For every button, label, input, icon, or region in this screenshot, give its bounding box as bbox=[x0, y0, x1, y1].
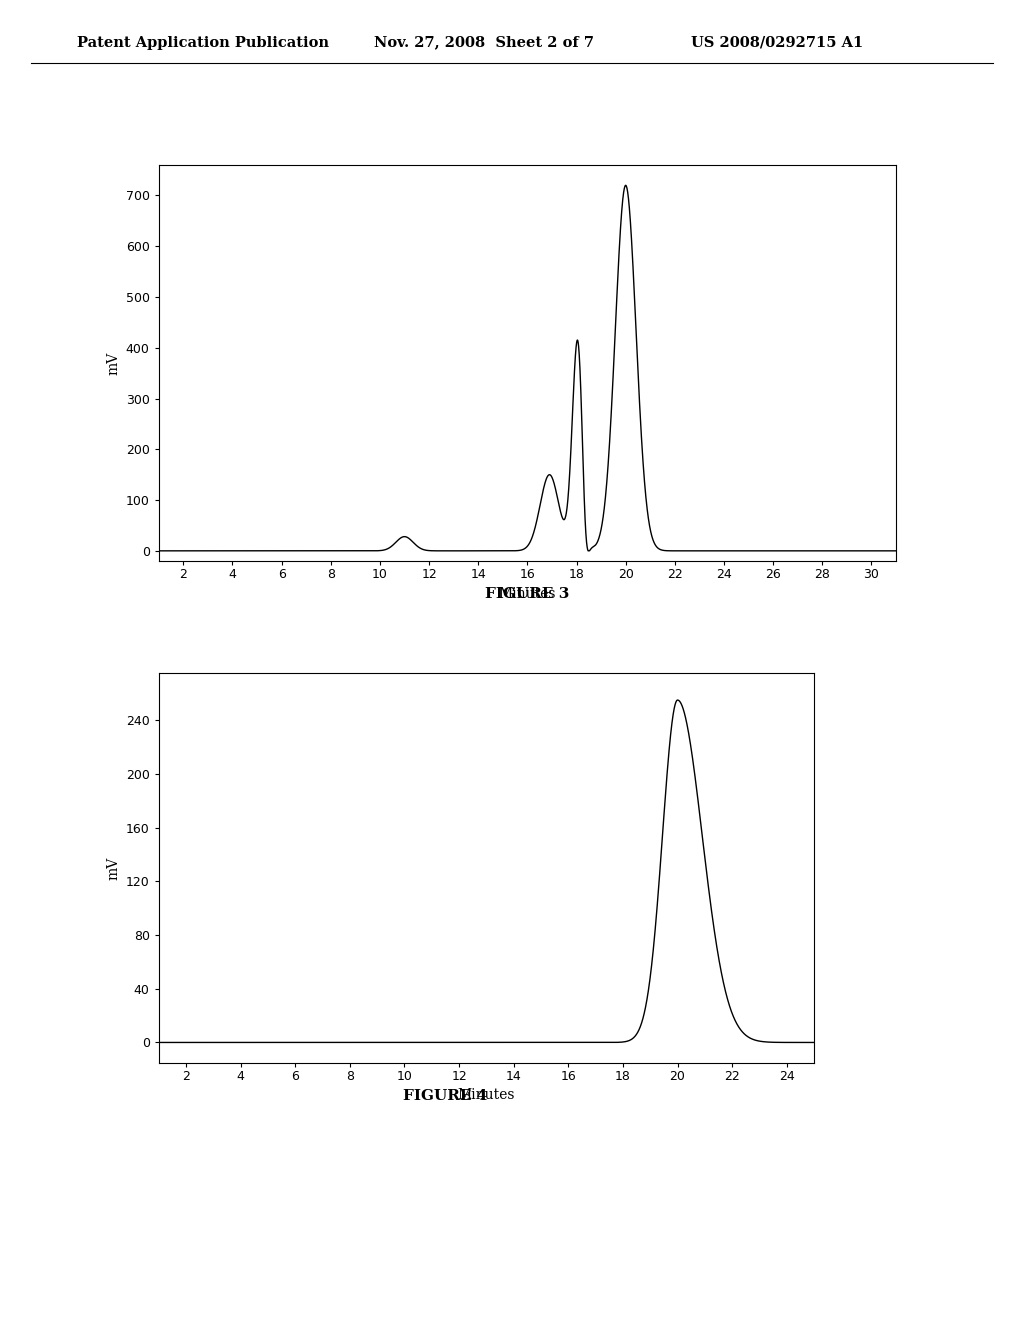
Text: US 2008/0292715 A1: US 2008/0292715 A1 bbox=[691, 36, 863, 50]
Text: FIGURE 4: FIGURE 4 bbox=[403, 1089, 487, 1104]
X-axis label: Minutes: Minutes bbox=[499, 586, 556, 601]
X-axis label: Minutes: Minutes bbox=[458, 1088, 515, 1102]
Y-axis label: mV: mV bbox=[106, 857, 120, 879]
Text: Nov. 27, 2008  Sheet 2 of 7: Nov. 27, 2008 Sheet 2 of 7 bbox=[374, 36, 594, 50]
Text: Patent Application Publication: Patent Application Publication bbox=[77, 36, 329, 50]
Y-axis label: mV: mV bbox=[106, 351, 120, 375]
Text: FIGURE 3: FIGURE 3 bbox=[485, 587, 569, 602]
